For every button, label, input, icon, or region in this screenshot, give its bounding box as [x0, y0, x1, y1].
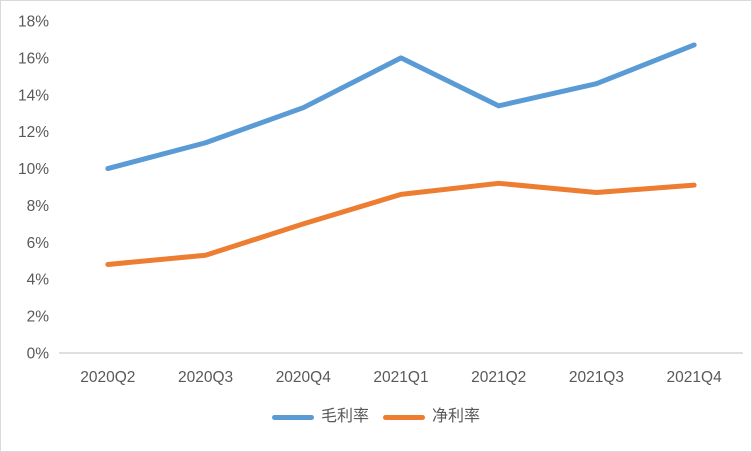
- y-tick-label: 0%: [27, 346, 50, 363]
- legend-item-0: 毛利率: [271, 408, 369, 425]
- y-tick-label: 18%: [18, 14, 49, 31]
- legend-label-1: 净利率: [432, 408, 481, 425]
- y-tick-label: 8%: [27, 198, 50, 215]
- series-line-1: [105, 180, 697, 267]
- x-axis-label: 2020Q2: [80, 369, 135, 386]
- y-tick-label: 14%: [18, 87, 49, 104]
- legend-label-0: 毛利率: [320, 408, 369, 425]
- y-tick-label: 6%: [27, 235, 50, 252]
- x-axis-label: 2020Q4: [276, 369, 332, 386]
- legend-item-1: 净利率: [383, 409, 480, 425]
- legend: 毛利率 净利率: [1, 409, 751, 425]
- x-axis-label: 2021Q3: [569, 369, 624, 386]
- y-tick-label: 10%: [18, 161, 49, 178]
- y-tick-label: 16%: [18, 50, 49, 67]
- series-line-0: [105, 42, 697, 172]
- x-axis-label: 2021Q4: [667, 369, 723, 386]
- y-tick-label: 4%: [27, 272, 50, 289]
- x-axis-label: 2021Q2: [471, 369, 526, 386]
- y-tick-label: 12%: [18, 124, 49, 141]
- y-tick-label: 2%: [27, 309, 50, 326]
- legend-swatch-0: [271, 414, 314, 420]
- x-axis-label: 2021Q1: [373, 369, 428, 386]
- x-axis-label: 2020Q3: [178, 369, 233, 386]
- legend-swatch-1: [383, 414, 425, 420]
